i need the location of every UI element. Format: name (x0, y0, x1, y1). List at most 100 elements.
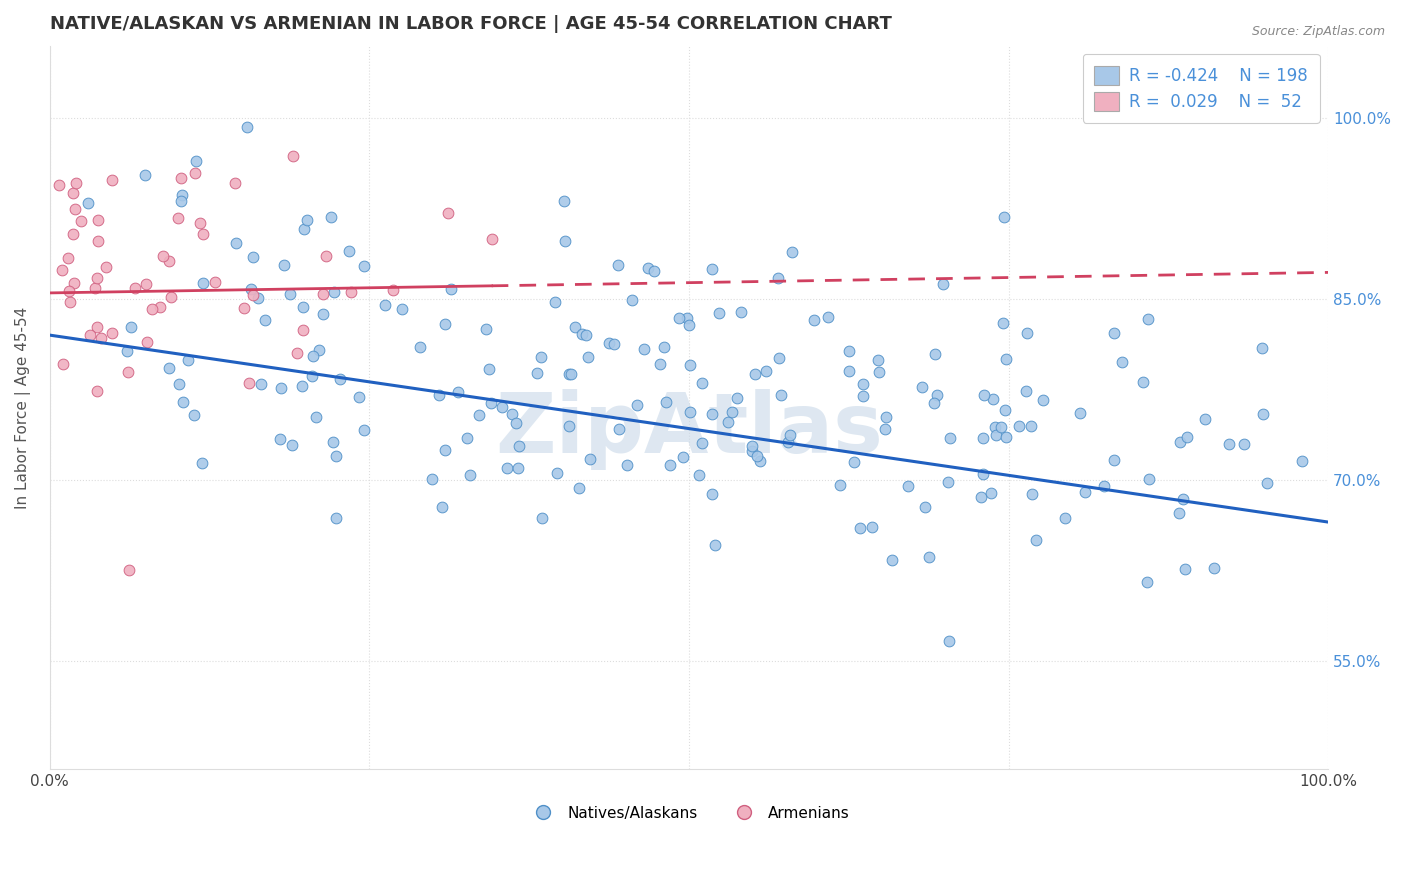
Point (1137, 312, 1160, 326)
Point (58, 284, 80, 298)
Point (995, 430, 1018, 444)
Point (633, 342, 655, 356)
Point (557, 368, 579, 382)
Point (1017, 326, 1039, 341)
Point (849, 521, 872, 535)
Point (308, 343, 330, 358)
Point (994, 403, 1017, 417)
Point (578, 451, 600, 466)
Point (136, 334, 159, 349)
Point (236, 120, 259, 135)
Point (101, 326, 124, 340)
Point (186, 153, 208, 168)
Point (167, 376, 190, 391)
Point (911, 380, 934, 394)
Point (709, 306, 731, 320)
Point (571, 326, 593, 341)
Point (167, 211, 190, 225)
Point (501, 408, 523, 422)
Point (1174, 562, 1197, 576)
Point (77, 196, 100, 211)
Point (603, 336, 626, 351)
Point (741, 444, 763, 458)
Point (995, 351, 1018, 366)
Point (447, 385, 470, 400)
Point (688, 467, 710, 482)
Point (607, 422, 630, 436)
Point (702, 487, 724, 501)
Point (1014, 384, 1036, 398)
Point (616, 458, 638, 472)
Point (478, 362, 501, 376)
Point (254, 313, 277, 327)
Point (1136, 574, 1159, 589)
Point (1092, 478, 1115, 492)
Point (124, 281, 146, 295)
Point (1025, 533, 1047, 548)
Point (65, 202, 87, 217)
Point (172, 394, 194, 409)
Point (914, 500, 936, 515)
Point (225, 236, 247, 251)
Point (232, 301, 254, 315)
Text: Source: ZipAtlas.com: Source: ZipAtlas.com (1251, 25, 1385, 38)
Point (292, 323, 315, 337)
Legend: Natives/Alaskans, Armenians: Natives/Alaskans, Armenians (522, 799, 856, 827)
Point (440, 282, 463, 296)
Point (157, 254, 180, 268)
Point (1102, 326, 1125, 340)
Point (1175, 429, 1198, 443)
Point (290, 379, 312, 393)
Point (1194, 412, 1216, 426)
Point (100, 172, 122, 186)
Point (568, 481, 591, 495)
Point (347, 390, 370, 404)
Point (312, 287, 335, 301)
Point (115, 344, 138, 359)
Point (86, 384, 108, 398)
Point (496, 461, 519, 475)
Point (852, 377, 875, 392)
Point (312, 307, 335, 321)
Point (505, 416, 527, 430)
Point (434, 318, 457, 332)
Point (191, 227, 214, 241)
Point (117, 365, 139, 379)
Point (90, 331, 112, 345)
Point (48, 178, 70, 192)
Point (1250, 341, 1272, 355)
Point (1202, 561, 1225, 575)
Point (1139, 472, 1161, 486)
Point (409, 340, 432, 354)
Point (668, 310, 690, 325)
Point (720, 405, 742, 419)
Point (655, 395, 678, 409)
Point (134, 168, 156, 182)
Point (94, 260, 117, 274)
Point (852, 389, 875, 403)
Point (554, 234, 576, 248)
Point (87, 234, 110, 248)
Point (170, 171, 193, 186)
Point (491, 400, 513, 414)
Point (531, 511, 554, 525)
Point (157, 360, 180, 375)
Point (242, 250, 264, 264)
Point (779, 427, 801, 442)
Point (924, 347, 946, 361)
Point (1104, 453, 1126, 467)
Point (972, 467, 994, 482)
Point (659, 458, 682, 472)
Point (1253, 408, 1275, 422)
Point (620, 293, 643, 308)
Point (481, 232, 503, 246)
Point (183, 408, 205, 422)
Point (51, 263, 73, 277)
Point (339, 285, 361, 299)
Point (1168, 434, 1191, 449)
Point (575, 328, 598, 343)
Point (269, 432, 291, 446)
Point (679, 358, 702, 372)
Point (135, 277, 157, 291)
Point (748, 453, 770, 467)
